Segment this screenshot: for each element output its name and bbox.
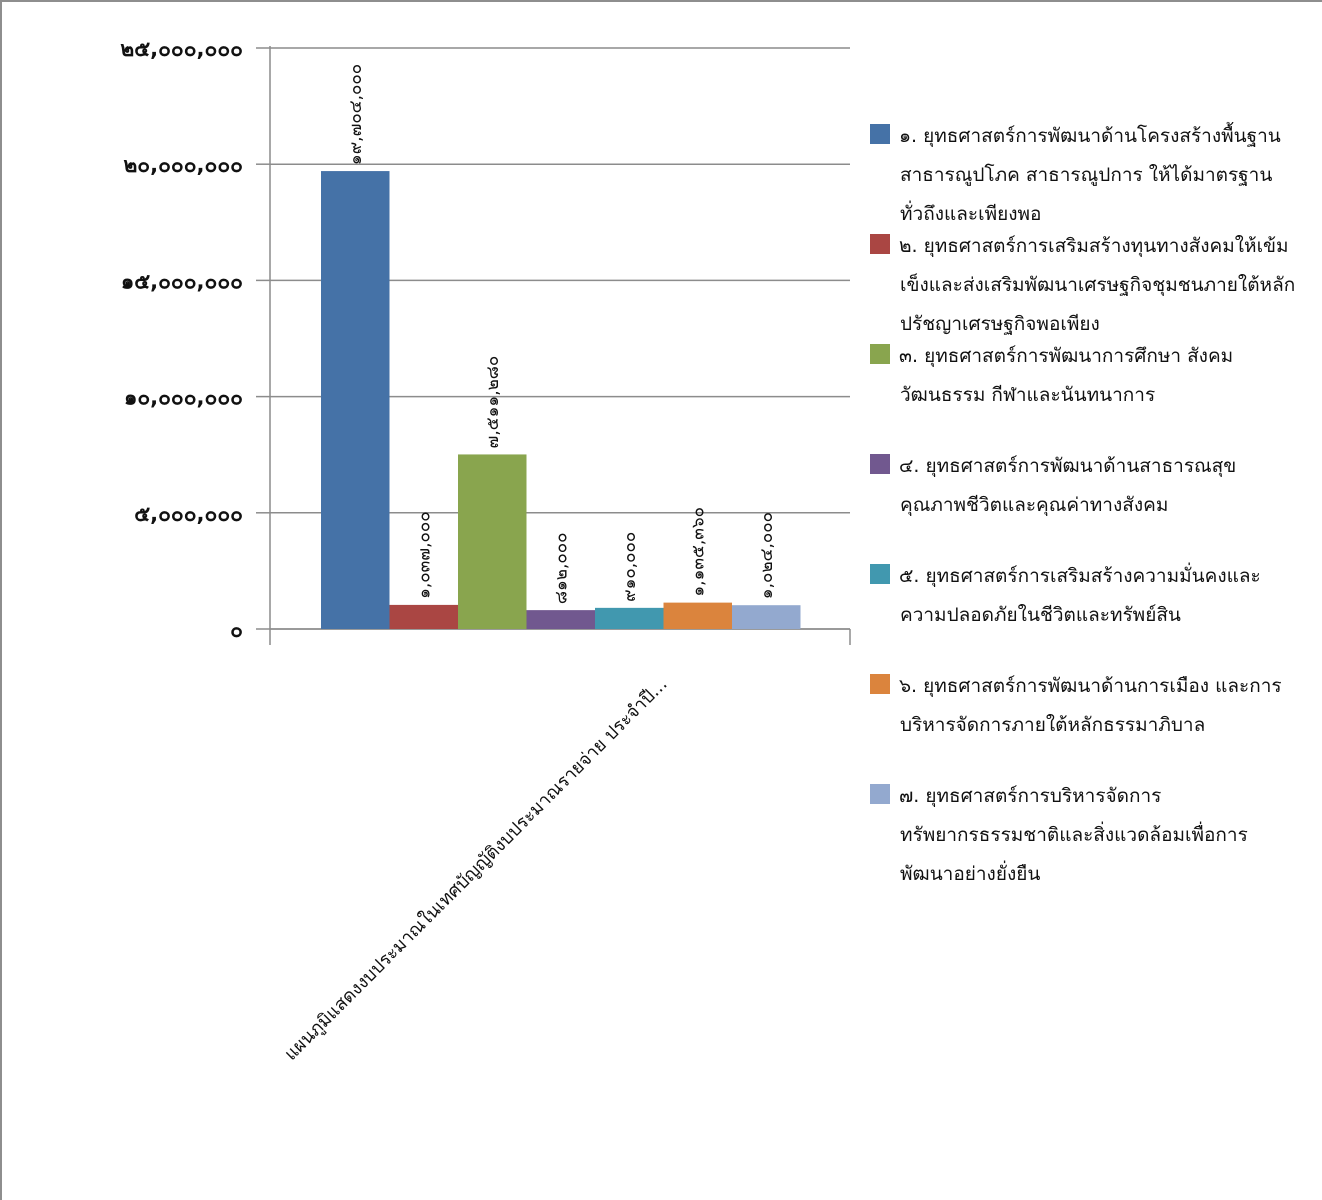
legend-text-line: ทั่วถึงและเพียงพอ bbox=[900, 200, 1041, 225]
legend-text-line: เข็งและส่งเสริมพัฒนาเศรษฐกิจชุมชนภายใต้ห… bbox=[900, 272, 1295, 297]
legend-item-2: ๒. ยุทธศาสตร์การเสริมสร้างทุนทางสังคมให้… bbox=[870, 234, 1295, 335]
legend-text-line: พัฒนาอย่างยั่งยืน bbox=[900, 860, 1040, 885]
legend-item-4: ๔. ยุทธศาสตร์การพัฒนาด้านสาธารณสุขคุณภาพ… bbox=[870, 454, 1236, 517]
legend-item-1: ๑. ยุทธศาสตร์การพัฒนาด้านโครงสร้างพื้นฐา… bbox=[870, 122, 1281, 225]
legend-text-line: สาธารณูปโภค สาธารณูปการ ให้ได้มาตรฐาน bbox=[900, 163, 1272, 186]
bars bbox=[321, 171, 801, 629]
category-label: แผนภูมิแสดงงบประมาณในเทศบัญญัติงบประมาณร… bbox=[280, 673, 672, 1065]
y-tick-label: ๒๐,๐๐๐,๐๐๐ bbox=[123, 153, 243, 177]
bar-series-5 bbox=[595, 607, 664, 629]
legend-swatch bbox=[870, 674, 890, 694]
bar-series-3 bbox=[458, 454, 527, 629]
y-tick-label: ๑๕,๐๐๐,๐๐๐ bbox=[121, 269, 243, 293]
data-label-series-7: ๑,๐๒๔,๐๐๐ bbox=[757, 512, 777, 599]
legend-text-line: ๑. ยุทธศาสตร์การพัฒนาด้านโครงสร้างพื้นฐา… bbox=[899, 122, 1281, 148]
legend: ๑. ยุทธศาสตร์การพัฒนาด้านโครงสร้างพื้นฐา… bbox=[870, 122, 1295, 885]
legend-text-line: ๗. ยุทธศาสตร์การบริหารจัดการ bbox=[899, 785, 1161, 808]
bar-series-7 bbox=[732, 605, 801, 629]
bar-series-2 bbox=[389, 604, 458, 629]
legend-text-line: ๓. ยุทธศาสตร์การพัฒนาการศึกษา สังคม bbox=[899, 345, 1233, 368]
y-tick-label: ๑๐,๐๐๐,๐๐๐ bbox=[124, 386, 243, 410]
legend-item-7: ๗. ยุทธศาสตร์การบริหารจัดการทรัพยากรธรรม… bbox=[870, 784, 1248, 885]
legend-text-line: ความปลอดภัยในชีวิตและทรัพย์สิน bbox=[900, 604, 1181, 626]
y-tick-label: ๐ bbox=[230, 618, 243, 642]
legend-text-line: ๒. ยุทธศาสตร์การเสริมสร้างทุนทางสังคมให้… bbox=[899, 235, 1289, 258]
y-tick-label: ๕,๐๐๐,๐๐๐ bbox=[134, 502, 243, 526]
legend-item-5: ๕. ยุทธศาสตร์การเสริมสร้างความมั่นคงและค… bbox=[870, 562, 1261, 626]
bar-series-6 bbox=[663, 602, 732, 629]
data-label-series-2: ๑,๐๓๗,๐๐๐ bbox=[415, 511, 435, 599]
legend-text-line: ๖. ยุทธศาสตร์การพัฒนาด้านการเมือง และการ bbox=[899, 675, 1282, 698]
legend-text-line: ทรัพยากรธรรมชาติและสิ่งแวดล้อมเพื่อการ bbox=[900, 821, 1248, 846]
legend-swatch bbox=[870, 784, 890, 804]
legend-swatch bbox=[870, 344, 890, 364]
legend-text-line: ๕. ยุทธศาสตร์การเสริมสร้างความมั่นคงและ bbox=[899, 562, 1261, 588]
category-label-group: แผนภูมิแสดงงบประมาณในเทศบัญญัติงบประมาณร… bbox=[280, 673, 672, 1065]
legend-text-line: ๔. ยุทธศาสตร์การพัฒนาด้านสาธารณสุข bbox=[899, 455, 1236, 478]
legend-item-3: ๓. ยุทธศาสตร์การพัฒนาการศึกษา สังคมวัฒนธ… bbox=[870, 344, 1233, 406]
legend-swatch bbox=[870, 124, 890, 144]
bar-series-1 bbox=[321, 171, 390, 629]
legend-text-line: วัฒนธรรม กีฬาและนันทนาการ bbox=[900, 384, 1155, 406]
y-tick-label: ๒๕,๐๐๐,๐๐๐ bbox=[120, 37, 243, 61]
data-label-series-6: ๑,๑๓๕,๓๖๐ bbox=[689, 507, 709, 597]
data-label-series-5: ๙๑๐,๐๐๐ bbox=[620, 532, 640, 602]
data-label-series-4: ๘๑๒,๐๐๐ bbox=[552, 532, 572, 604]
legend-text-line: บริหารจัดการภายใต้หลักธรรมาภิบาล bbox=[900, 714, 1205, 736]
legend-swatch bbox=[870, 234, 890, 254]
bar-series-4 bbox=[526, 610, 595, 629]
legend-swatch bbox=[870, 454, 890, 474]
legend-text-line: คุณภาพชีวิตและคุณค่าทางสังคม bbox=[900, 494, 1168, 517]
y-axis-tick-labels: ๐ ๕,๐๐๐,๐๐๐ ๑๐,๐๐๐,๐๐๐ ๑๕,๐๐๐,๐๐๐ ๒๐,๐๐๐,๐๐๐… bbox=[120, 37, 243, 642]
data-label-series-1: ๑๙,๗๐๔,๐๐๐ bbox=[346, 64, 366, 165]
data-label-series-3: ๗,๕๑๑,๒๘๐ bbox=[483, 356, 503, 449]
legend-item-6: ๖. ยุทธศาสตร์การพัฒนาด้านการเมือง และการ… bbox=[870, 674, 1282, 736]
legend-text-line: ปรัชญาเศรษฐกิจพอเพียง bbox=[900, 313, 1100, 335]
legend-swatch bbox=[870, 564, 890, 584]
